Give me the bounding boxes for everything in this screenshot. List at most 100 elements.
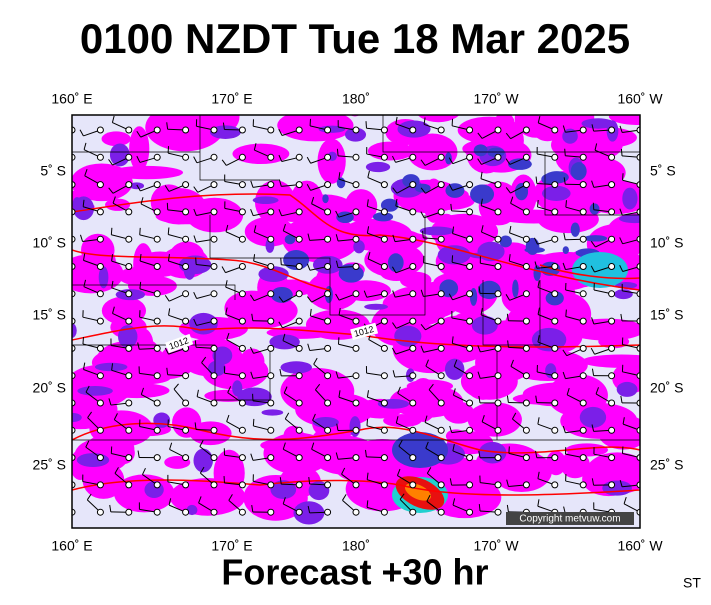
station	[467, 345, 473, 351]
station	[97, 154, 103, 160]
station	[580, 318, 586, 324]
station	[183, 236, 189, 242]
station	[438, 291, 444, 297]
station	[97, 264, 103, 270]
station	[325, 482, 331, 488]
station	[580, 400, 586, 406]
station	[239, 509, 245, 515]
station	[325, 373, 331, 379]
station	[609, 264, 615, 270]
station	[410, 373, 416, 379]
station	[580, 209, 586, 215]
station	[268, 182, 274, 188]
station	[211, 291, 217, 297]
station	[523, 427, 529, 433]
station	[467, 209, 473, 215]
station	[438, 154, 444, 160]
station	[410, 400, 416, 406]
station	[126, 236, 132, 242]
rain-blob	[388, 253, 404, 272]
barb-feather	[337, 149, 338, 156]
station	[154, 127, 160, 133]
station	[325, 400, 331, 406]
station	[609, 154, 615, 160]
station	[126, 264, 132, 270]
station	[183, 291, 189, 297]
station	[268, 509, 274, 515]
station	[211, 373, 217, 379]
station	[495, 373, 501, 379]
station	[325, 264, 331, 270]
rain-blob	[337, 177, 346, 188]
station	[523, 182, 529, 188]
station	[268, 400, 274, 406]
station	[523, 318, 529, 324]
station	[325, 345, 331, 351]
station	[467, 373, 473, 379]
station	[239, 236, 245, 242]
station	[154, 154, 160, 160]
station	[268, 127, 274, 133]
station	[154, 455, 160, 461]
copyright: Copyright metvuw.com	[519, 514, 620, 525]
barb-feather	[367, 500, 368, 507]
barb-feather	[83, 337, 84, 344]
station	[296, 400, 302, 406]
station	[154, 236, 160, 242]
station	[552, 400, 558, 406]
station	[381, 127, 387, 133]
station	[183, 182, 189, 188]
station	[325, 455, 331, 461]
barb-feather	[566, 310, 567, 317]
station	[239, 127, 245, 133]
station	[438, 345, 444, 351]
station	[495, 345, 501, 351]
station	[580, 373, 586, 379]
rain-blob	[232, 144, 289, 164]
station	[268, 482, 274, 488]
station	[552, 236, 558, 242]
station	[268, 427, 274, 433]
station	[609, 455, 615, 461]
station	[183, 482, 189, 488]
station	[495, 427, 501, 433]
bottom-lon-label: 160˚ E	[51, 538, 92, 554]
station	[523, 236, 529, 242]
station	[467, 154, 473, 160]
rain-blob	[472, 316, 498, 335]
station	[353, 345, 359, 351]
station	[183, 318, 189, 324]
station	[495, 127, 501, 133]
station	[183, 509, 189, 515]
station	[239, 291, 245, 297]
station	[211, 264, 217, 270]
station	[552, 318, 558, 324]
station	[126, 509, 132, 515]
station	[268, 318, 274, 324]
station	[438, 400, 444, 406]
station	[609, 291, 615, 297]
station	[325, 182, 331, 188]
station	[296, 209, 302, 215]
rain-blob	[583, 235, 607, 241]
station	[381, 209, 387, 215]
rain-blob	[512, 280, 518, 298]
station	[211, 455, 217, 461]
corner-label: ST	[683, 575, 701, 591]
station	[467, 400, 473, 406]
station	[523, 127, 529, 133]
rain-blob	[253, 196, 279, 204]
station	[410, 482, 416, 488]
station	[97, 400, 103, 406]
rain-blob	[445, 152, 452, 164]
station	[552, 264, 558, 270]
station	[268, 209, 274, 215]
rain-blob	[524, 247, 544, 253]
rain-blob	[102, 131, 131, 146]
rain-blob	[394, 326, 421, 347]
station	[154, 373, 160, 379]
station	[239, 209, 245, 215]
station	[609, 345, 615, 351]
station	[410, 209, 416, 215]
station	[495, 264, 501, 270]
